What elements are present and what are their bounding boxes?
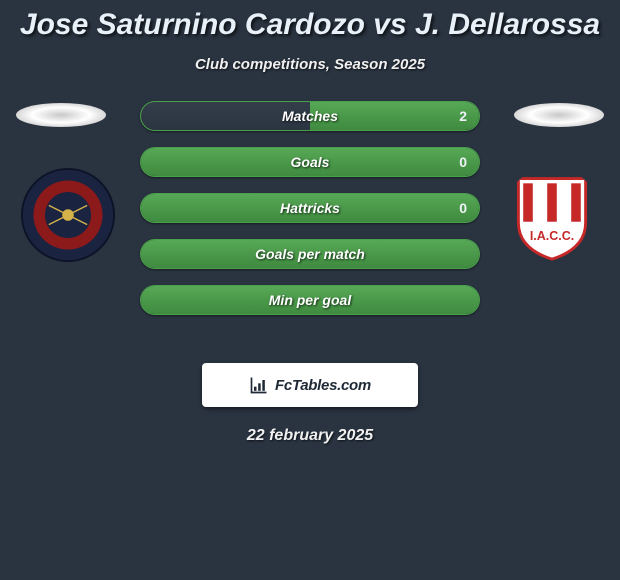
subtitle: Club competitions, Season 2025 [0, 56, 620, 73]
page-title: Jose Saturnino Cardozo vs J. Dellarossa [0, 0, 620, 42]
stat-value-right: 0 [459, 194, 467, 222]
stat-label: Matches [141, 102, 479, 130]
stat-bar: Goals per match [140, 239, 480, 269]
stat-label: Min per goal [141, 286, 479, 314]
stat-bar: Matches2 [140, 101, 480, 131]
stat-value-right: 2 [459, 102, 467, 130]
player-left-silhouette [16, 103, 106, 127]
stat-bar: Goals0 [140, 147, 480, 177]
club-badge-left [20, 167, 116, 263]
stat-label: Goals [141, 148, 479, 176]
watermark: FcTables.com [202, 363, 418, 407]
player-right-silhouette [514, 103, 604, 127]
stat-label: Goals per match [141, 240, 479, 268]
chart-icon [249, 375, 269, 395]
stat-bar: Min per goal [140, 285, 480, 315]
date-text: 22 february 2025 [0, 427, 620, 445]
stat-value-right: 0 [459, 148, 467, 176]
watermark-text: FcTables.com [275, 377, 371, 394]
svg-text:I.A.C.C.: I.A.C.C. [530, 229, 574, 243]
stat-bars: Matches2Goals0Hattricks0Goals per matchM… [140, 101, 480, 331]
comparison-stage: I.A.C.C. Matches2Goals0Hattricks0Goals p… [0, 101, 620, 351]
stat-bar: Hattricks0 [140, 193, 480, 223]
stat-label: Hattricks [141, 194, 479, 222]
club-badge-right: I.A.C.C. [504, 167, 600, 263]
